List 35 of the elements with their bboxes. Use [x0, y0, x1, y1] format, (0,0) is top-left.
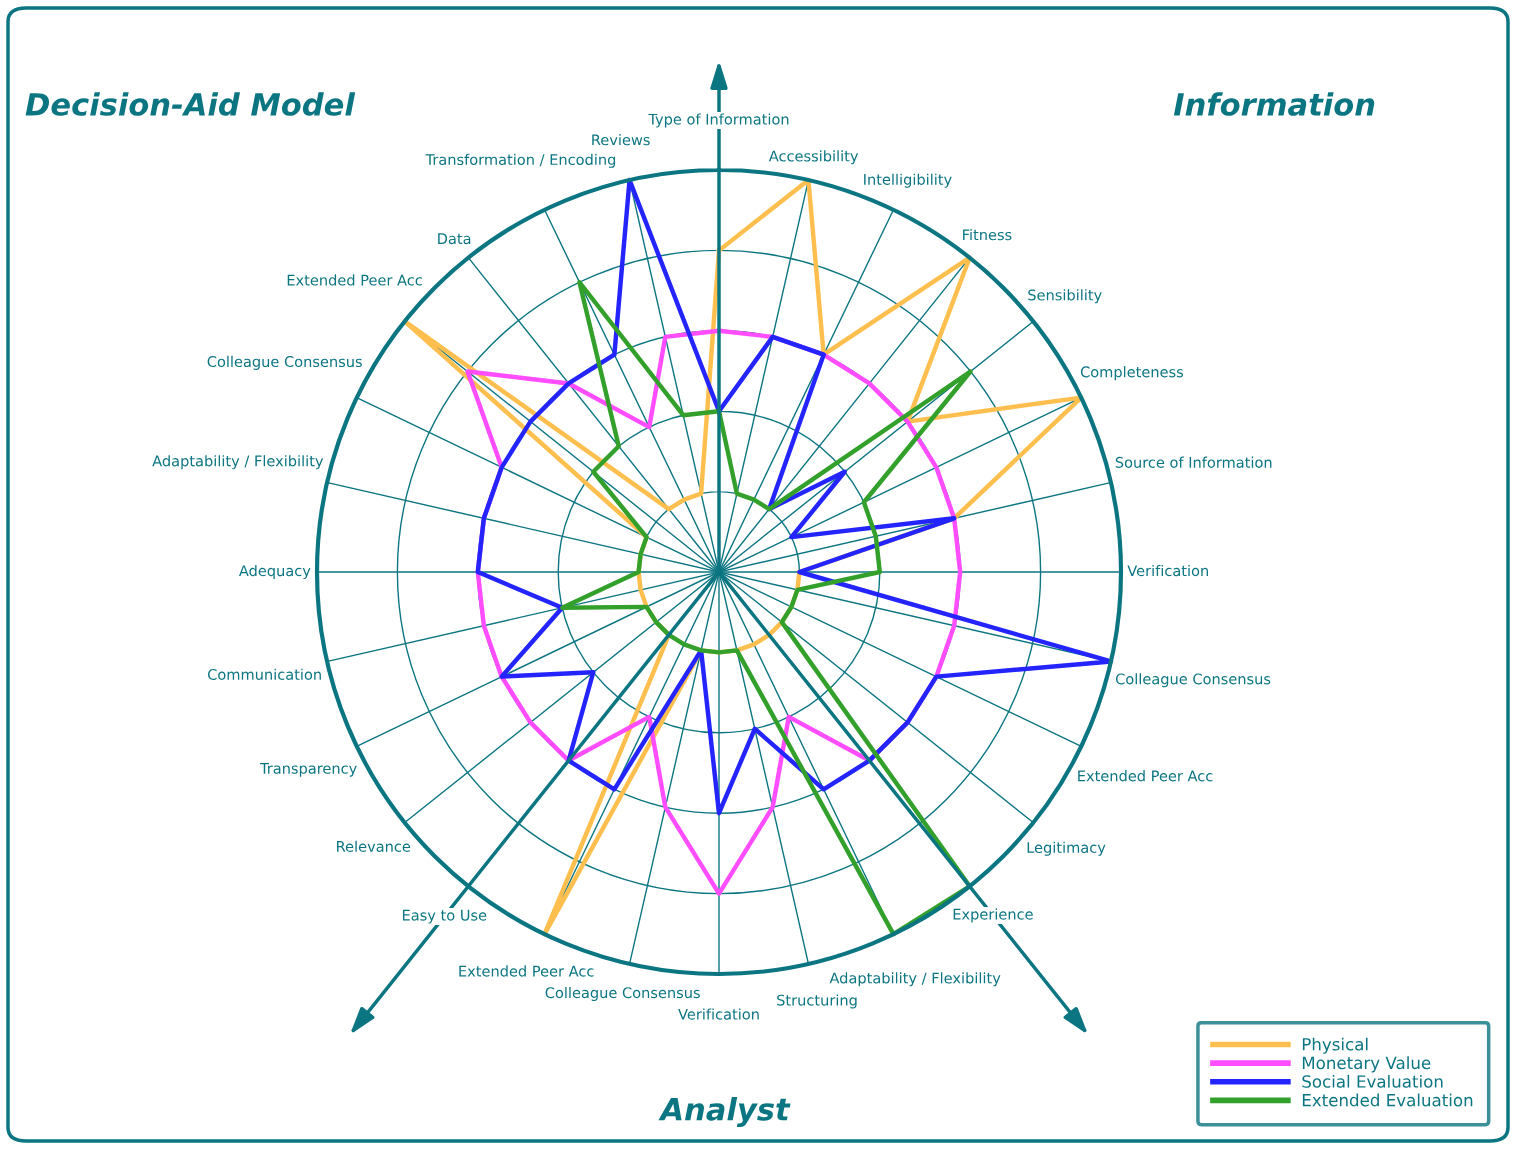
spoke-label: Adequacy — [238, 564, 311, 580]
spoke-label: Reviews — [592, 134, 650, 146]
legend-label: Monetary Value — [1302, 1056, 1431, 1073]
legend-label: Physical — [1302, 1037, 1368, 1054]
spoke-label: Relevance — [337, 840, 411, 852]
spoke-label: Extended Peer Acc — [287, 274, 422, 286]
text: Information — [1173, 92, 1375, 116]
spoke-label: Extended Peer Acc — [459, 965, 594, 977]
spoke-label: Structuring — [777, 994, 857, 1009]
spoke-label: Adaptability / Flexibility — [829, 972, 1001, 987]
spoke-label: Fitness — [963, 228, 1012, 241]
spoke-label: Type of Information — [648, 113, 789, 128]
text: Decision-Aid Model — [25, 92, 356, 116]
spoke-label: Transparency — [259, 763, 357, 777]
spoke-label: Adaptability / Flexibility — [152, 455, 324, 470]
spoke-label: Source of Information — [1115, 456, 1272, 468]
spoke-label: Colleague Consensus — [1115, 673, 1271, 688]
spoke-label: Legitimacy — [1027, 841, 1106, 856]
spoke-label: Extended Peer Acc — [1078, 770, 1213, 782]
spoke-label: Data — [438, 233, 471, 245]
text: Analyst — [658, 1097, 791, 1127]
spoke-label: Transformation / Encoding — [425, 153, 616, 168]
spoke-label: Verification — [678, 1008, 759, 1020]
spoke-label: Sensibility — [1028, 289, 1102, 304]
spoke-label: Accessibility — [768, 150, 859, 165]
spoke-label: Colleague Consensus — [207, 355, 362, 370]
legend-label: Extended Evaluation — [1302, 1093, 1473, 1107]
spoke-label: Intelligibility — [864, 173, 952, 188]
spoke-label: Completeness — [1080, 366, 1184, 381]
spoke-label: Communication — [208, 668, 321, 680]
spoke-label: Verification — [1127, 564, 1208, 577]
spoke-label: Experience — [953, 908, 1033, 923]
spoke-label: Easy to Use — [402, 909, 487, 924]
legend-label: Social Evaluation — [1302, 1074, 1443, 1088]
spoke-label: Colleague Consensus — [545, 986, 700, 1001]
